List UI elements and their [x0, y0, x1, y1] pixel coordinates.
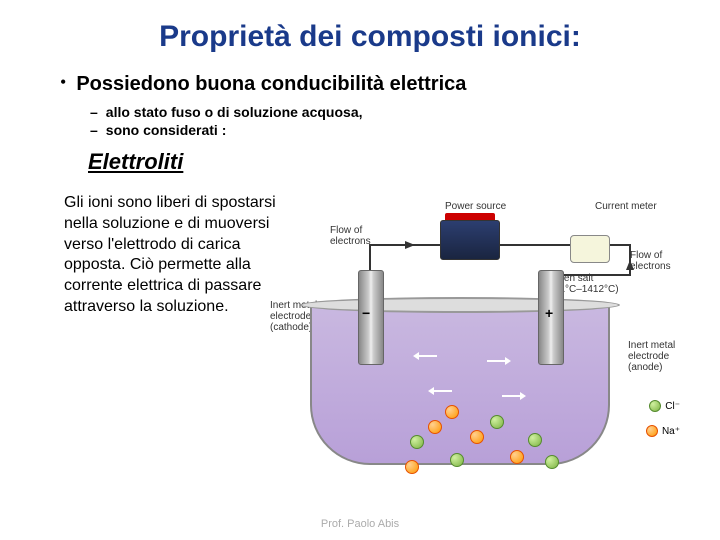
cl-ion — [545, 455, 559, 469]
motion-arrow — [487, 360, 507, 362]
dash-icon: – — [90, 104, 98, 122]
na-ion — [428, 420, 442, 434]
label-power-source: Power source — [445, 201, 506, 212]
cl-ion — [528, 433, 542, 447]
sub-bullet-list: – allo stato fuso o di soluzione acquosa… — [90, 104, 680, 139]
legend-cl-text: Cl⁻ — [665, 401, 680, 412]
cathode-sign: − — [362, 305, 370, 321]
cl-ion — [410, 435, 424, 449]
motion-arrow — [502, 395, 522, 397]
na-ion — [510, 450, 524, 464]
na-ion — [445, 405, 459, 419]
anode-sign: + — [545, 305, 553, 321]
slide-container: Proprietà dei composti ionici: • Possied… — [0, 0, 720, 540]
sub-bullet-text: allo stato fuso o di soluzione acquosa, — [106, 104, 363, 122]
bullet-text: Possiedono buona conducibilità elettrica — [76, 72, 466, 96]
sub-bullet-text: sono considerati : — [106, 122, 227, 140]
dash-icon: – — [90, 122, 98, 140]
body-paragraph: Gli ioni sono liberi di spostarsi nella … — [64, 193, 284, 318]
footer-author: Prof. Paolo Abis — [0, 518, 720, 530]
beaker — [310, 305, 610, 475]
main-bullet: • Possiedono buona conducibilità elettri… — [60, 72, 680, 96]
sub-bullet-item: – sono considerati : — [90, 122, 680, 140]
motion-arrow — [432, 390, 452, 392]
cl-ion — [490, 415, 504, 429]
bullet-dot: • — [60, 72, 66, 94]
electrolysis-diagram: Power source Current meter Flow of elect… — [290, 215, 690, 485]
na-ion — [405, 460, 419, 474]
na-ion-icon — [646, 425, 658, 437]
beaker-rim — [300, 297, 620, 313]
na-ion — [470, 430, 484, 444]
legend-na-text: Na⁺ — [662, 426, 680, 437]
beaker-body — [310, 305, 610, 465]
legend-na: Na⁺ — [646, 425, 680, 437]
sub-bullet-item: – allo stato fuso o di soluzione acquosa… — [90, 104, 680, 122]
label-anode: Inert metal electrode (anode) — [628, 340, 675, 373]
slide-title: Proprietà dei composti ionici: — [60, 20, 680, 54]
legend-cl: Cl⁻ — [649, 400, 680, 412]
cl-ion-icon — [649, 400, 661, 412]
label-current-meter: Current meter — [595, 201, 657, 212]
keyword-elettroliti: Elettroliti — [88, 149, 680, 175]
motion-arrow — [417, 355, 437, 357]
cl-ion — [450, 453, 464, 467]
